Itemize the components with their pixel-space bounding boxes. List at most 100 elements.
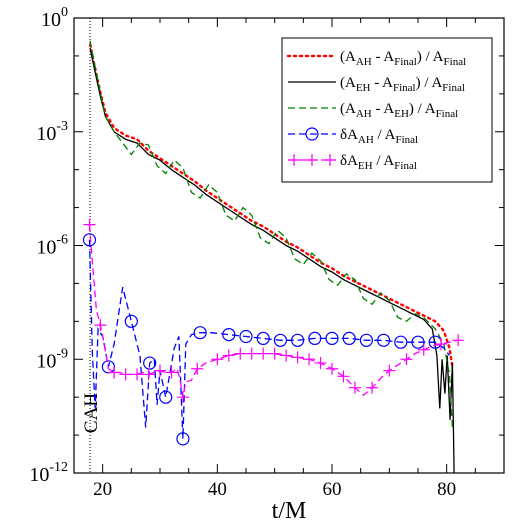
legend-subscript: Final xyxy=(395,134,418,146)
data-point-circle xyxy=(143,356,157,370)
legend-subscript: AH xyxy=(356,108,372,120)
data-point-plus xyxy=(154,364,166,377)
legend-text: (A xyxy=(340,75,356,91)
y-tick-label: 10-3 xyxy=(36,119,68,145)
legend-item: (AEH - AFinal) / AFinal xyxy=(288,75,465,94)
data-point-plus xyxy=(383,364,396,377)
data-point-circle xyxy=(359,333,373,347)
legend-subscript: EH xyxy=(394,108,409,120)
data-point-plus xyxy=(222,349,235,362)
series-line xyxy=(88,239,451,439)
series-line xyxy=(88,43,454,368)
legend-text: - A xyxy=(371,75,394,91)
y-tick-label: 10-12 xyxy=(29,460,68,486)
y-tick-exponent: -3 xyxy=(56,119,68,134)
data-point-circle xyxy=(308,331,322,345)
legend-item: (AAH - AEH) / AFinal xyxy=(288,101,458,120)
legend-text: δA xyxy=(340,153,358,169)
legend-text: / A xyxy=(373,153,395,169)
legend-label: (AEH - AFinal) / AFinal xyxy=(340,75,465,94)
legend-label: (AAH - AEH) / AFinal xyxy=(340,101,458,120)
data-point-plus xyxy=(337,370,350,383)
data-point-plus xyxy=(119,368,132,381)
data-point-plus xyxy=(165,366,178,379)
data-point-plus xyxy=(314,357,327,370)
data-point-plus xyxy=(280,349,293,362)
legend-box xyxy=(281,37,493,183)
legend-text: - A xyxy=(372,49,395,65)
data-point-plus xyxy=(234,347,247,360)
y-tick-exponent: -9 xyxy=(56,346,68,361)
legend-text: ) / A xyxy=(416,75,443,91)
series-3 xyxy=(82,233,451,446)
y-tick-exponent: -6 xyxy=(56,233,68,248)
y-tick-base: 10 xyxy=(41,9,61,31)
legend-text: ) / A xyxy=(417,49,444,65)
legend-subscript: EH xyxy=(356,82,371,94)
data-point-circle xyxy=(394,335,408,349)
data-point-plus xyxy=(191,362,204,375)
legend-text: / A xyxy=(374,127,396,143)
data-point-circle xyxy=(222,328,236,342)
legend: (AAH - AFinal) / AFinal(AEH - AFinal) / … xyxy=(281,37,493,183)
data-point-plus xyxy=(434,338,447,351)
data-point-plus xyxy=(326,362,338,375)
legend-text: ) / A xyxy=(409,101,436,117)
series-line xyxy=(89,40,454,428)
data-point-circle xyxy=(411,335,425,349)
y-tick-exponent: -12 xyxy=(49,460,68,475)
x-tick-label: 60 xyxy=(323,479,342,500)
legend-subscript: Final xyxy=(442,82,465,94)
y-tick-label: 10-9 xyxy=(36,346,68,372)
legend-subscript: Final xyxy=(436,108,459,120)
legend-subscript: Final xyxy=(394,56,417,68)
y-tick-base: 10 xyxy=(36,123,56,145)
legend-item: (AAH - AFinal) / AFinal xyxy=(286,49,466,68)
series-line xyxy=(89,48,455,473)
legend-subscript: AH xyxy=(358,134,374,146)
legend-subscript: AH xyxy=(356,56,372,68)
data-point-circle xyxy=(239,329,253,344)
data-point-circle xyxy=(159,390,173,404)
data-point-circle xyxy=(291,333,305,347)
legend-label: (AAH - AFinal) / AFinal xyxy=(340,49,466,68)
legend-marker xyxy=(288,154,300,166)
series-1 xyxy=(89,48,455,473)
data-point-circle xyxy=(273,333,287,347)
x-tick-label: 80 xyxy=(437,479,456,500)
data-point-circle xyxy=(124,314,138,328)
legend-item: δAEH / AFinal xyxy=(288,153,417,172)
y-tick-base: 10 xyxy=(29,464,49,486)
data-point-plus xyxy=(417,343,430,356)
legend-marker xyxy=(306,154,318,166)
y-tick-base: 10 xyxy=(36,350,56,372)
series-0 xyxy=(88,43,454,368)
series-4 xyxy=(83,218,465,404)
legend-text: (A xyxy=(340,49,356,65)
data-point-plus xyxy=(257,347,270,360)
data-point-plus xyxy=(400,353,413,366)
data-point-plus xyxy=(108,366,121,379)
cah-annotation: CAH xyxy=(81,393,102,433)
legend-subscript: EH xyxy=(358,160,373,172)
legend-text: δA xyxy=(340,127,358,143)
x-tick-label: 20 xyxy=(93,479,112,500)
data-point-plus xyxy=(452,334,465,347)
data-point-plus xyxy=(245,347,258,360)
legend-subscript: Final xyxy=(444,56,467,68)
y-tick-base: 10 xyxy=(36,237,56,259)
legend-label: δAEH / AFinal xyxy=(340,153,417,172)
y-tick-label: 10-6 xyxy=(36,233,68,259)
legend-marker xyxy=(305,127,319,141)
legend-subscript: Final xyxy=(393,82,416,94)
data-point-plus xyxy=(83,218,96,231)
data-point-circle xyxy=(82,233,97,247)
legend-marker xyxy=(324,154,336,166)
data-point-plus xyxy=(176,391,189,404)
data-point-circle xyxy=(342,331,356,345)
annotation-layer: CAH xyxy=(81,18,102,473)
data-point-plus xyxy=(142,368,155,381)
data-point-plus xyxy=(291,351,304,364)
legend-text: - A xyxy=(372,101,395,117)
